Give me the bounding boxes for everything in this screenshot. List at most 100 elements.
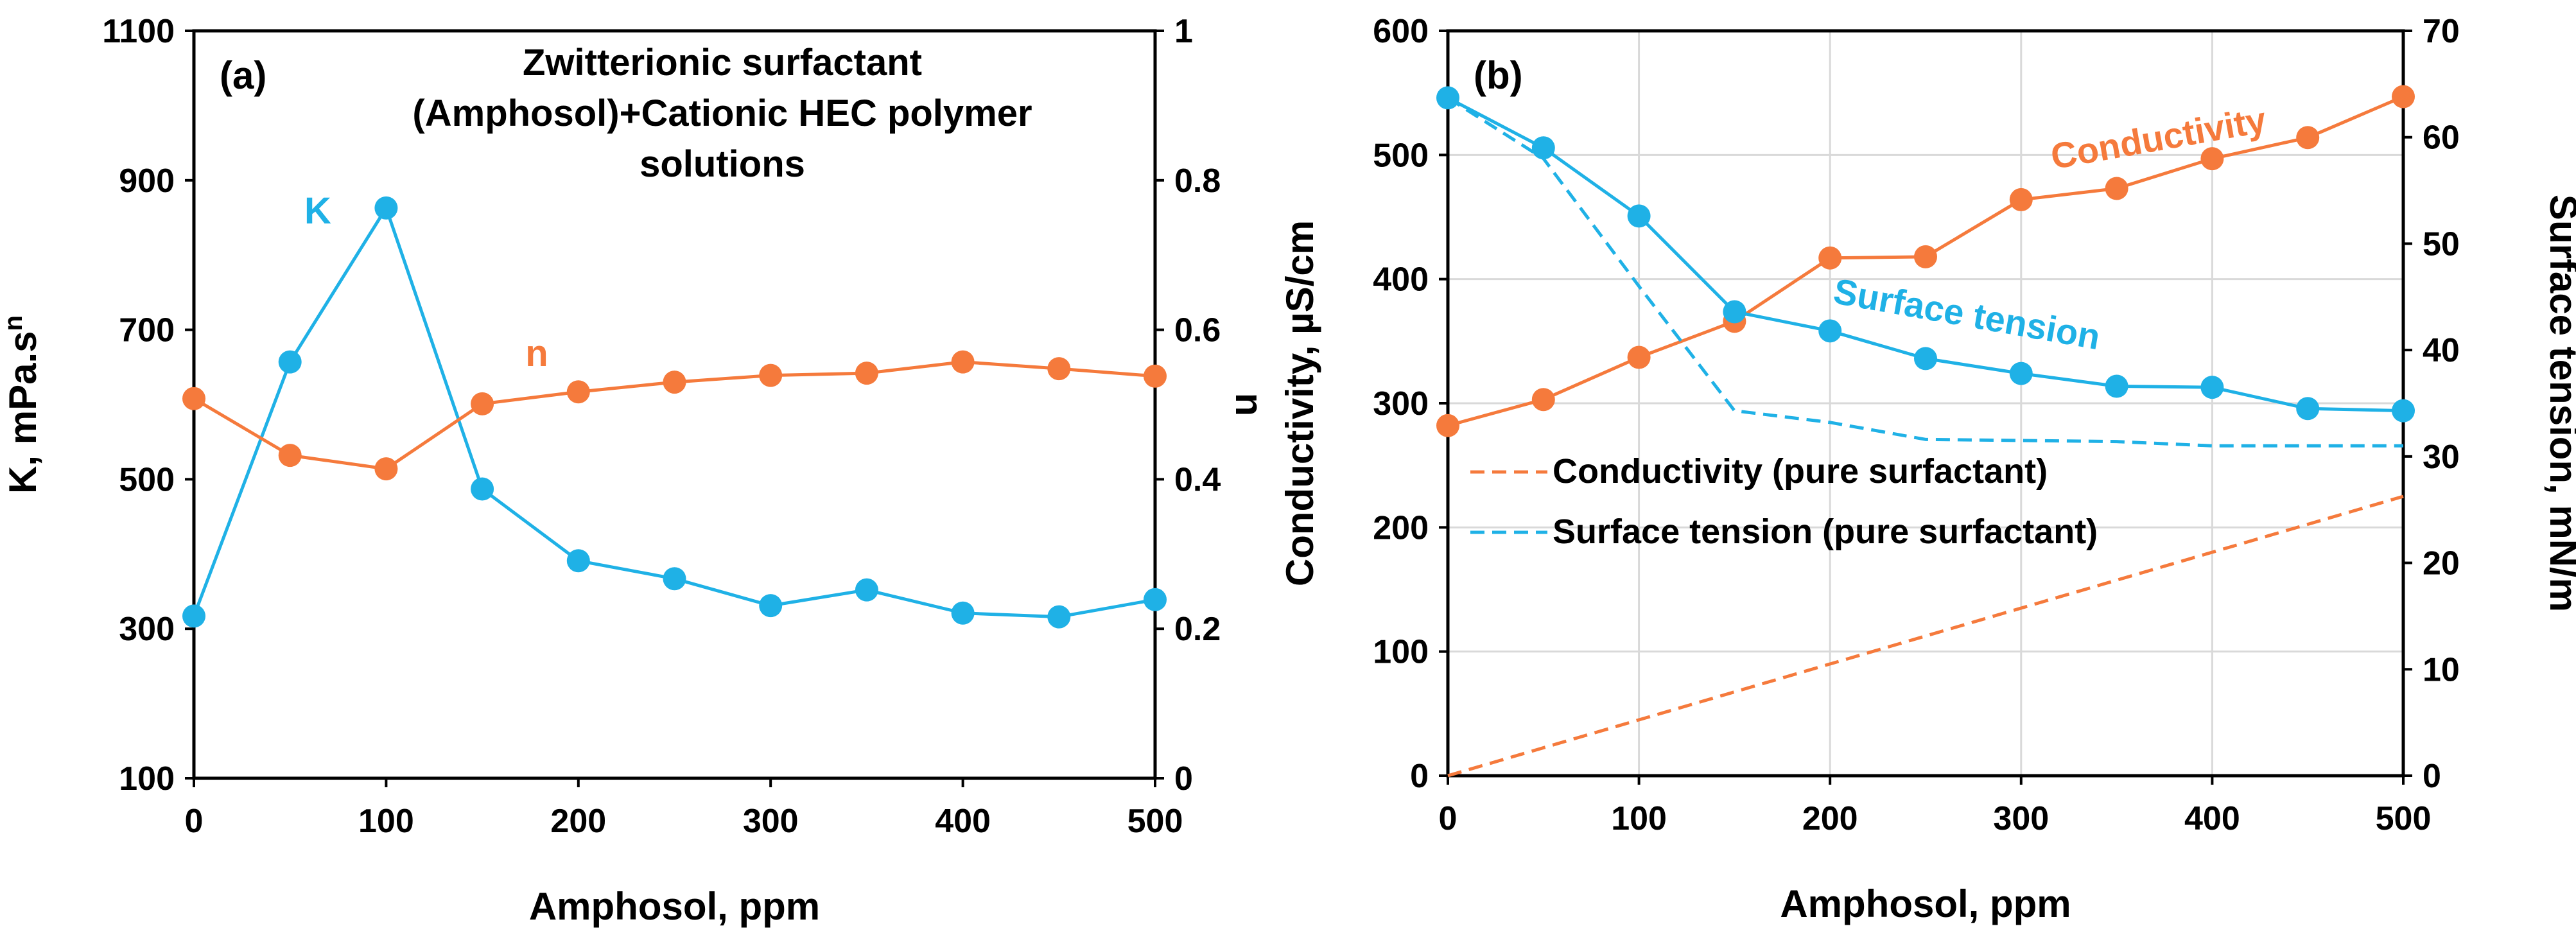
data-point (1144, 364, 1167, 388)
y-left-axis-title: Conductivity, µS/cm (1278, 220, 1321, 586)
x-tick-label: 0 (185, 803, 204, 840)
data-point (2009, 362, 2033, 385)
data-point (2105, 374, 2128, 398)
chart-title-line: (Amphosol)+Cationic HEC polymer (412, 92, 1032, 134)
data-point (2009, 188, 2033, 211)
data-point (1144, 588, 1167, 611)
data-point (182, 604, 205, 628)
series-label-k: K (304, 190, 331, 232)
series-line-k (192, 206, 1156, 619)
y-left-axis-title-text: K, mPa.s (1, 331, 44, 493)
data-point (951, 350, 975, 374)
legend: Conductivity (pure surfactant) Surface te… (1470, 452, 2098, 551)
data-point (759, 594, 783, 618)
y-right-tick-label: 20 (2423, 545, 2460, 582)
x-tick-label: 400 (935, 803, 991, 840)
y-left-axis-title-text: Conductivity, µS/cm (1278, 220, 1321, 586)
y-right-axis-title: n (1228, 393, 1271, 417)
data-point (1531, 136, 1555, 160)
data-point (374, 457, 398, 481)
x-tick-label: 0 (1439, 800, 1458, 837)
y-left-tick-label: 500 (1373, 137, 1429, 174)
y-left-tick-label: 100 (1373, 634, 1429, 671)
x-tick-label: 500 (1127, 803, 1183, 840)
x-tick-label: 300 (743, 803, 799, 840)
y-left-axis-title-superscript: n (0, 315, 28, 331)
data-point (1914, 347, 1937, 371)
panel-a-chart: 0 100 200 300 400 500 100 300 500 700 900 1100 0 0.2 0… (0, 13, 1271, 928)
y-right-tick-label: 10 (2423, 651, 2460, 688)
data-point (855, 362, 878, 385)
x-tick-label: 100 (1611, 800, 1667, 837)
data-point (1914, 245, 1937, 268)
y-right-tick-label: 50 (2423, 225, 2460, 263)
y-right-tick-label: 60 (2423, 119, 2460, 157)
y-left-tick-label: 100 (119, 760, 175, 798)
data-point (2105, 177, 2128, 200)
data-point (278, 444, 302, 467)
data-point (566, 380, 590, 404)
x-tick-label: 200 (1802, 800, 1858, 837)
y-left-tick-label: 1100 (102, 13, 175, 50)
data-point (1818, 319, 1842, 343)
data-point (1818, 246, 1842, 270)
y-left-tick-label: 300 (1373, 385, 1429, 423)
y-right-tick-label: 30 (2423, 439, 2460, 476)
x-tick-label: 400 (2184, 800, 2240, 837)
data-point (2200, 147, 2224, 171)
data-point (663, 567, 686, 591)
data-point (2200, 376, 2224, 399)
x-tick-label: 500 (2376, 800, 2432, 837)
data-point (1047, 357, 1071, 381)
data-point (1531, 388, 1555, 412)
y-right-tick-label: 0.4 (1174, 461, 1221, 498)
data-point (1436, 414, 1459, 437)
y-left-axis-title: K, mPa.sn (0, 315, 44, 494)
y-right-axis-title: Surface tension, mN/m (2542, 195, 2576, 612)
panel-label: (a) (220, 54, 266, 97)
chart-title-line: solutions (640, 143, 805, 185)
data-point (471, 392, 494, 415)
x-axis-title: Amphosol, ppm (1780, 882, 2071, 925)
data-point (374, 196, 398, 220)
y-right-tick-label: 0.8 (1174, 162, 1221, 200)
data-point (855, 578, 878, 602)
y-left-tick-label: 0 (1410, 758, 1429, 795)
x-axis-title: Amphosol, ppm (529, 885, 820, 928)
y-right-tick-label: 0 (1174, 760, 1193, 798)
y-left-tick-label: 900 (119, 162, 175, 200)
series-line-conductivity-pure-surfactant- (1447, 494, 2404, 778)
data-point (663, 371, 686, 394)
data-point (566, 549, 590, 573)
y-left-tick-label: 300 (119, 611, 175, 648)
panel-label: (b) (1474, 54, 1523, 97)
data-point (2392, 85, 2415, 109)
y-left-tick-label: 700 (119, 312, 175, 349)
x-tick-label: 200 (550, 803, 606, 840)
data-point (2296, 397, 2320, 421)
legend-label: Surface tension (pure surfactant) (1553, 512, 2098, 551)
data-point (2296, 126, 2320, 150)
y-right-tick-label: 1 (1174, 13, 1193, 50)
data-point (759, 363, 783, 387)
chart-title-line: Zwitterionic surfactant (523, 42, 922, 83)
y-right-tick-label: 40 (2423, 332, 2460, 369)
series-line-surface-tension-pure-surfactant- (1447, 96, 2403, 448)
panel-b-chart: 0 100 200 300 400 500 0 100 200 300 400 500 600 0 10 20… (1278, 13, 2576, 925)
y-right-tick-label: 0 (2423, 758, 2441, 795)
y-left-tick-label: 500 (119, 461, 175, 498)
data-point (278, 350, 302, 374)
y-right-tick-label: 0.2 (1174, 611, 1221, 648)
y-left-tick-label: 200 (1373, 509, 1429, 546)
data-point (1627, 204, 1651, 228)
y-right-tick-label: 70 (2423, 13, 2460, 50)
data-point (471, 477, 494, 501)
x-tick-label: 300 (1993, 800, 2049, 837)
series-label-conductivity: Conductivity (2048, 99, 2269, 177)
data-point (1047, 605, 1071, 629)
data-point (2392, 399, 2415, 423)
series-label-n: n (525, 333, 548, 374)
data-point (1723, 300, 1746, 324)
x-tick-label: 100 (358, 803, 414, 840)
